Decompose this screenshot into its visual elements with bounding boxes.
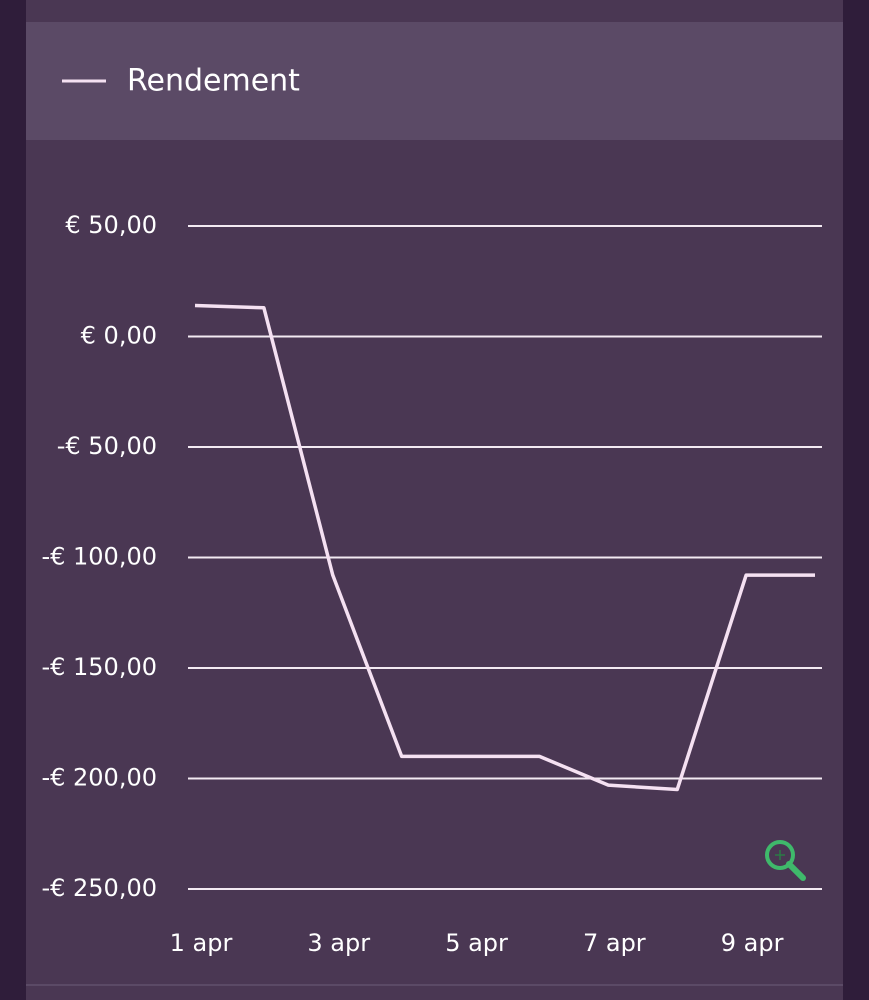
x-tick-label: 1 apr [170,929,233,957]
legend-label: Rendement [127,64,300,99]
y-tick-label: -€ 250,00 [41,874,157,902]
y-tick-label: € 50,00 [65,211,157,239]
data-line [194,303,815,792]
x-tick-label: 7 apr [583,929,646,957]
y-tick-label: -€ 50,00 [57,432,157,460]
zoom-icon[interactable] [765,840,806,881]
y-tick-label: -€ 100,00 [41,543,157,571]
y-tick-label: -€ 150,00 [41,653,157,681]
legend-bar [26,22,843,140]
x-tick-label: 5 apr [445,929,508,957]
x-tick-label: 9 apr [721,929,784,957]
x-tick-label: 3 apr [307,929,370,957]
y-tick-label: € 0,00 [81,322,157,350]
y-tick-label: -€ 200,00 [41,764,157,792]
panel [26,0,843,1000]
